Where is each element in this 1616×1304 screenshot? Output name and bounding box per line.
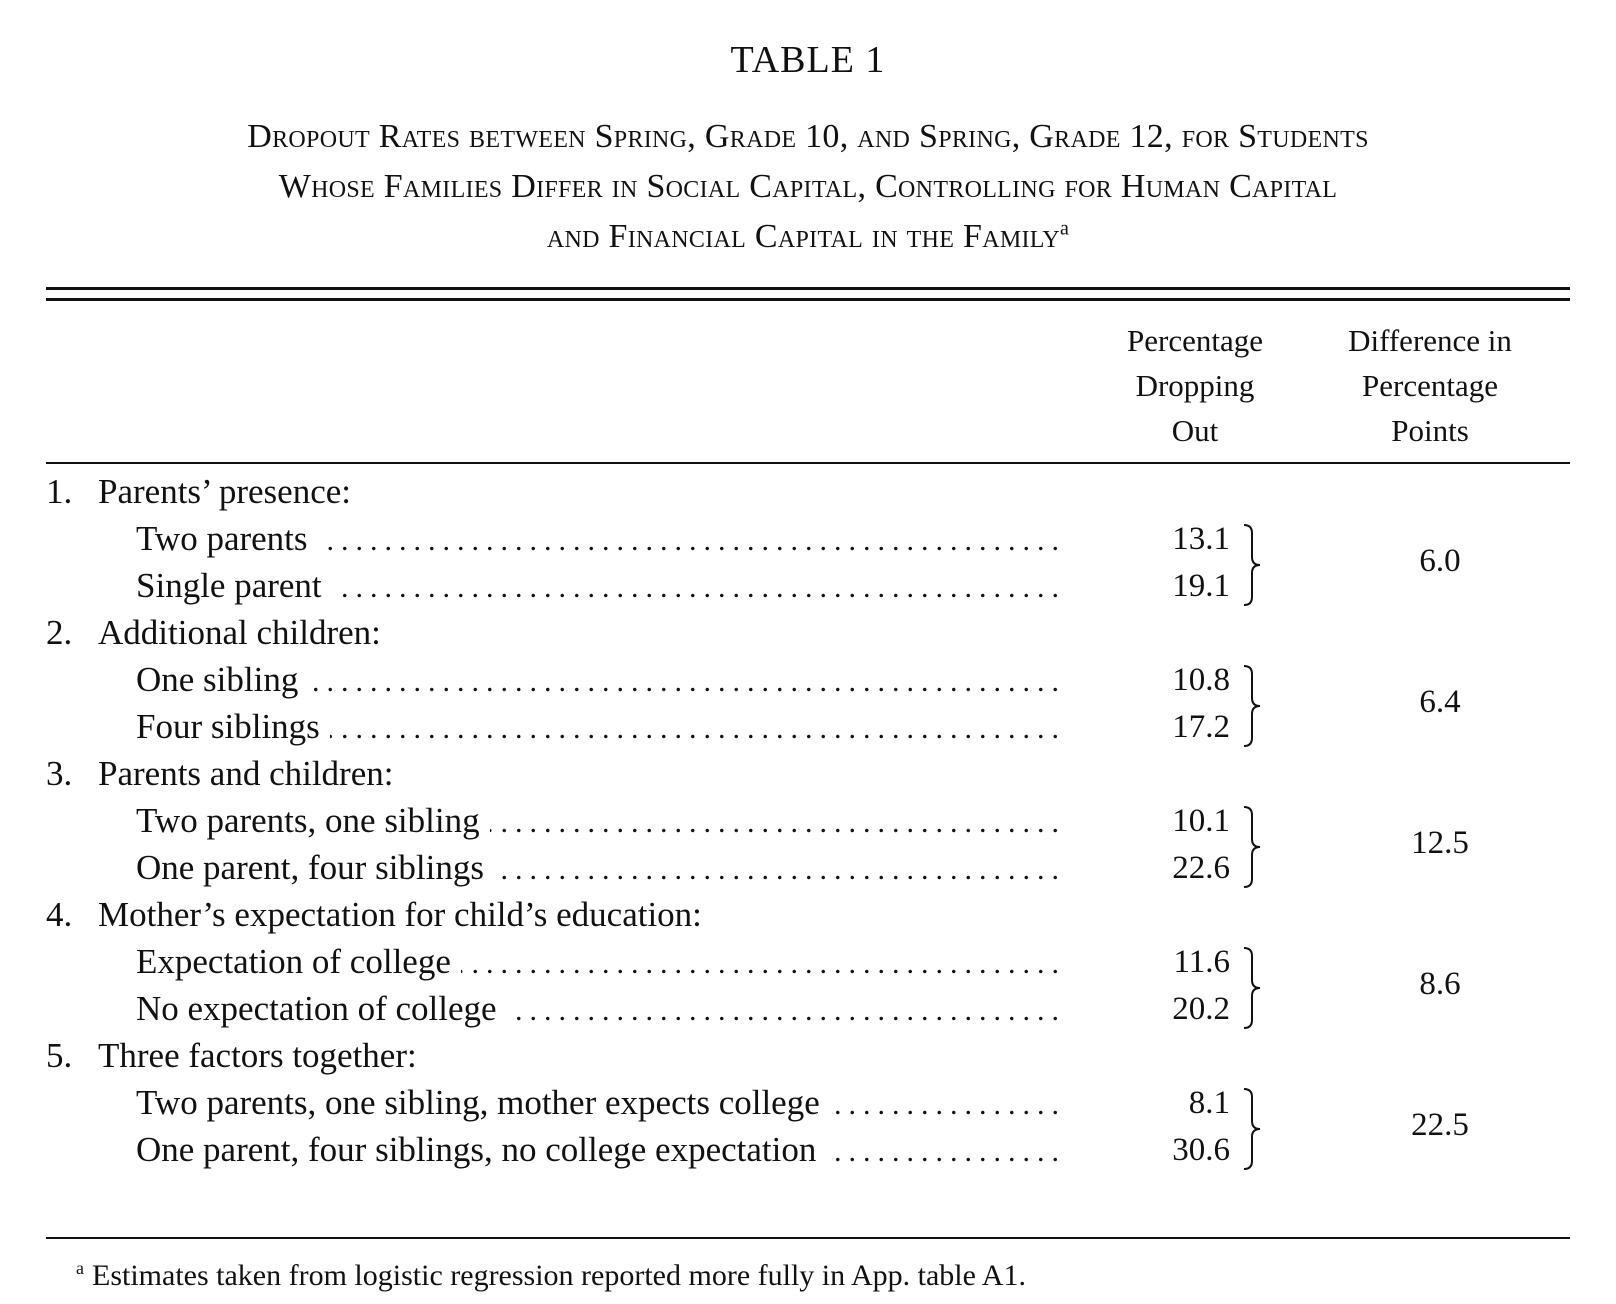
percentage-value: 8.1 [1188,1085,1230,1121]
percentage-value: 17.2 [1172,709,1230,745]
dot-leader: ........................................… [461,947,1066,980]
row-label: Four siblings [136,707,320,746]
percentage-value: 10.8 [1172,662,1230,698]
table-number: TABLE 1 [730,39,886,81]
table-title-line-3: and Financial Capital in the Familya [546,217,1070,255]
footnote-marker: a [76,1258,84,1278]
section-number: 4. [46,895,73,934]
table-row: One sibling.............................… [136,660,1066,704]
dot-leader: ........................................… [489,806,1066,839]
title-footnote-marker: a [1059,217,1070,240]
dot-leader: ........................................… [308,665,1066,698]
section-heading: 1. Parents’ presence: [46,472,351,512]
row-label: Two parents, one sibling, mother expects… [136,1083,820,1122]
brace-icon [1243,665,1261,747]
row-label: Single parent [136,566,322,605]
brace-icon [1243,524,1261,606]
row-label: Two parents [136,519,308,558]
section-heading: 4. Mother’s expectation for child’s educa… [46,895,702,935]
table-row: Expectation of college..................… [136,942,1066,986]
section-heading-text: Additional children: [98,613,381,652]
top-rule-2 [46,298,1570,301]
row-label: One sibling [136,660,299,699]
section-number: 5. [46,1036,73,1075]
table-row: No expectation of college...............… [136,989,1066,1033]
percentage-value: 30.6 [1172,1132,1230,1168]
footnote: a Estimates taken from logistic regressio… [76,1258,1026,1293]
dot-leader: ........................................… [318,524,1066,557]
dot-leader: ........................................… [507,994,1066,1027]
row-label: Expectation of college [136,942,451,981]
column-header-difference-points: Difference in Percentage Points [1348,323,1512,448]
difference-value: 8.6 [1419,966,1461,1002]
dot-leader: ........................................… [330,712,1066,745]
section-number: 1. [46,472,73,511]
percentage-value: 13.1 [1172,521,1230,557]
section-heading-text: Parents and children: [98,754,394,793]
table-row: Four siblings...........................… [136,707,1066,751]
row-label: One parent, four siblings [136,848,484,887]
percentage-value: 22.6 [1172,850,1230,886]
dot-leader: ........................................… [494,853,1066,886]
section-number: 3. [46,754,73,793]
table-title-line-1: Dropout Rates between Spring, Grade 10, … [247,118,1369,155]
percentage-value: 20.2 [1172,991,1230,1027]
section-heading-text: Mother’s expectation for child’s educati… [98,895,702,934]
percentage-value: 11.6 [1173,944,1230,980]
section-heading-text: Parents’ presence: [98,472,351,511]
table-title-line-2: Whose Families Differ in Social Capital,… [278,168,1338,205]
percentage-value: 10.1 [1172,803,1230,839]
section-heading-text: Three factors together: [98,1036,417,1075]
column-header-percentage-dropping-out: Percentage Dropping Out [1127,323,1263,448]
brace-icon [1243,1088,1261,1170]
difference-value: 12.5 [1411,825,1469,861]
row-label: Two parents, one sibling [136,801,480,840]
table-row: Two parents.............................… [136,519,1066,563]
table-row: Two parents, one sibling................… [136,801,1066,845]
row-label: No expectation of college [136,989,497,1028]
header-rule [46,462,1570,464]
dot-leader: ........................................… [826,1135,1066,1168]
section-number: 2. [46,613,73,652]
table-row: Two parents, one sibling, mother expects… [136,1083,1066,1127]
dot-leader: ........................................… [830,1088,1066,1121]
section-heading: 2. Additional children: [46,613,381,653]
difference-value: 6.4 [1419,684,1461,720]
brace-icon [1243,806,1261,888]
table-row: One parent, four siblings, no college ex… [136,1130,1066,1174]
bottom-rule [46,1237,1570,1239]
brace-icon [1243,947,1261,1029]
section-heading: 3. Parents and children: [46,754,393,794]
row-label: One parent, four siblings, no college ex… [136,1130,817,1169]
table-row: One parent, four siblings...............… [136,848,1066,892]
percentage-value: 19.1 [1172,568,1230,604]
section-heading: 5. Three factors together: [46,1036,417,1076]
table-title: Dropout Rates between Spring, Grade 10, … [40,112,1576,262]
table-row: Single parent...........................… [136,566,1066,610]
top-rule-1 [46,287,1570,290]
footnote-text: Estimates taken from logistic regression… [92,1259,1026,1292]
difference-value: 22.5 [1411,1107,1469,1143]
difference-value: 6.0 [1419,543,1461,579]
dot-leader: ........................................… [332,571,1066,604]
